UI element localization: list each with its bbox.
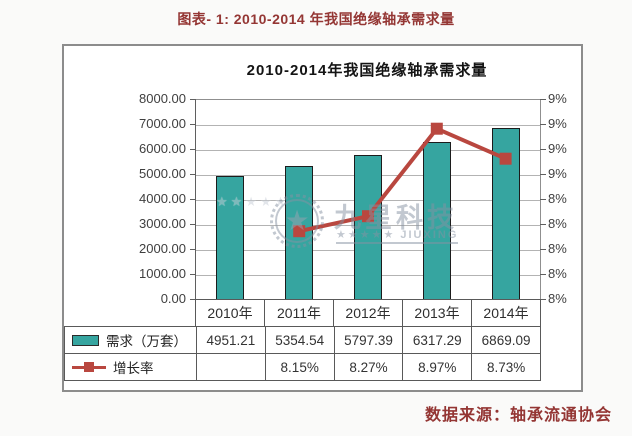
right-axis-tick-label: 9%: [548, 116, 567, 131]
plot-area: [195, 99, 541, 301]
document-caption: 图表- 1: 2010-2014 年我国绝缘轴承需求量: [177, 11, 455, 27]
bar-2010年: [216, 176, 245, 300]
gridline: [196, 150, 540, 151]
right-axis-tick-label: 8%: [548, 241, 567, 256]
right-tick: [540, 274, 546, 275]
legend-label-growth: 增长率: [113, 361, 154, 376]
left-axis-tick-label: 0.00: [160, 291, 186, 306]
growth-marker: [362, 210, 374, 223]
left-axis-tick-label: 6000.00: [139, 141, 186, 156]
left-tick: [190, 174, 196, 175]
legend-item-growth: 增长率: [65, 354, 196, 380]
left-axis-tick-label: 4000.00: [139, 191, 186, 206]
table-cell-增长率-2014年: 8.73%: [471, 354, 540, 380]
table-row-growth: 增长率 8.15% 8.27% 8.97% 8.73%: [64, 353, 541, 381]
table-cell-增长率-2011年: 8.15%: [264, 354, 334, 380]
right-tick: [540, 124, 546, 125]
data-source: 数据来源：轴承流通协会: [424, 407, 612, 424]
left-tick: [190, 299, 196, 300]
right-axis-tick-label: 9%: [548, 91, 567, 106]
table-cell-增长率-2010年: [196, 354, 265, 380]
left-tick: [190, 99, 196, 100]
chart-title: 2010-2014年我国绝缘轴承需求量: [246, 62, 488, 79]
left-axis-tick-label: 1000.00: [139, 266, 186, 281]
table-cell-增长率-2013年: 8.97%: [402, 354, 471, 380]
right-tick: [540, 224, 546, 225]
table-cell-需求（万套）-2010年: 4951.21: [196, 327, 265, 353]
bar-2012年: [354, 155, 382, 300]
x-label-2011年: 2011年: [264, 300, 333, 326]
growth-marker: [430, 122, 443, 135]
table-cell-需求（万套）-2012年: 5797.39: [333, 327, 403, 353]
x-label-2012年: 2012年: [333, 300, 402, 326]
right-axis-tick-label: 9%: [548, 141, 567, 156]
right-axis-tick-label: 8%: [548, 266, 567, 281]
table-cell-需求（万套）-2013年: 6317.29: [402, 327, 471, 353]
right-axis-tick-label: 8%: [548, 216, 567, 231]
right-tick: [540, 199, 546, 200]
growth-line: [298, 126, 507, 234]
left-tick: [190, 199, 196, 200]
x-label-2014年: 2014年: [471, 300, 540, 326]
left-tick: [190, 149, 196, 150]
right-axis-tick-label: 8%: [548, 191, 567, 206]
right-axis-tick-label: 9%: [548, 166, 567, 181]
bar-2013年: [422, 142, 451, 300]
legend-label-demand: 需求（万套）: [106, 334, 187, 349]
x-axis-label-row: 2010年 2011年 2012年 2013年 2014年: [195, 299, 541, 327]
growth-marker: [499, 152, 512, 165]
table-cell-增长率-2012年: 8.27%: [333, 354, 403, 380]
left-axis-tick-label: 3000.00: [139, 216, 186, 231]
table-row-demand: 需求（万套） 4951.21 5354.54 5797.39 6317.29 6869.…: [64, 326, 541, 354]
growth-line-series: [293, 122, 512, 238]
right-tick: [540, 99, 546, 100]
right-tick: [540, 149, 546, 150]
gridline: [196, 125, 540, 126]
left-axis-tick-label: 2000.00: [139, 241, 186, 256]
right-tick: [540, 249, 546, 250]
left-axis-tick-label: 5000.00: [139, 166, 186, 181]
table-cell-需求（万套）-2014年: 6869.09: [471, 327, 540, 353]
right-tick: [540, 299, 546, 300]
growth-marker: [293, 225, 306, 238]
left-axis-tick-label: 8000.00: [139, 91, 186, 106]
chart-frame: 2010-2014年我国绝缘轴承需求量 8000.00 7000.00 6000.0…: [62, 44, 583, 392]
left-axis-tick-label: 7000.00: [139, 116, 186, 131]
table-cell-需求（万套）-2011年: 5354.54: [264, 327, 334, 353]
x-label-2010年: 2010年: [207, 305, 253, 321]
right-tick: [540, 174, 546, 175]
left-tick: [190, 124, 196, 125]
left-tick: [190, 224, 196, 225]
growth-line-swatch-icon: [72, 361, 106, 372]
demand-bar-swatch-icon: [72, 334, 99, 346]
x-label-2013年: 2013年: [402, 300, 471, 326]
legend-item-demand: 需求（万套）: [65, 327, 196, 353]
left-tick: [190, 249, 196, 250]
right-axis-tick-label: 8%: [548, 291, 567, 306]
left-tick: [190, 274, 196, 275]
